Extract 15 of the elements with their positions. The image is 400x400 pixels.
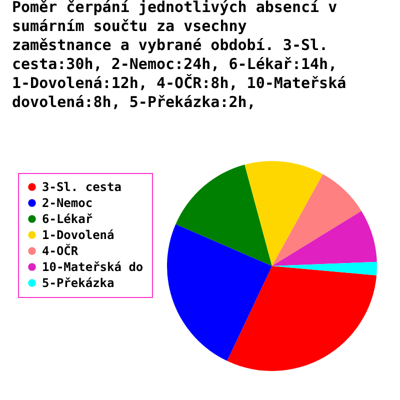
pie-slice (272, 210, 377, 266)
legend-label: 6-Lékař (42, 212, 93, 226)
legend-label: 1-Dovolená (42, 228, 114, 242)
pie-slice (272, 262, 377, 276)
legend-label: 5-Překázka (42, 276, 114, 290)
legend-label: 4-OČR (42, 243, 79, 258)
legend-label: 3-Sl. cesta (42, 180, 122, 194)
legend-label: 10-Mateřská do (42, 260, 144, 274)
pie-slice (227, 266, 377, 371)
pie-slice (244, 161, 323, 266)
pie-slice (176, 164, 272, 266)
chart-title: Poměr čerpání jednotlivých absencí v sumárním součtu za vsechny zaměstnance a vybrané období. 3-Sl. cesta:30h, 2-Nemoc:24h, 6-Lékař:14h, 1-Dovolená:12h, 4-OČR:8h, 10-Mateřská dovolená:8h, 5-Překázka:2h, (12, 0, 346, 111)
legend-label: 2-Nemoc (42, 196, 93, 210)
pie-slice (272, 174, 362, 266)
pie-slice (167, 224, 272, 361)
